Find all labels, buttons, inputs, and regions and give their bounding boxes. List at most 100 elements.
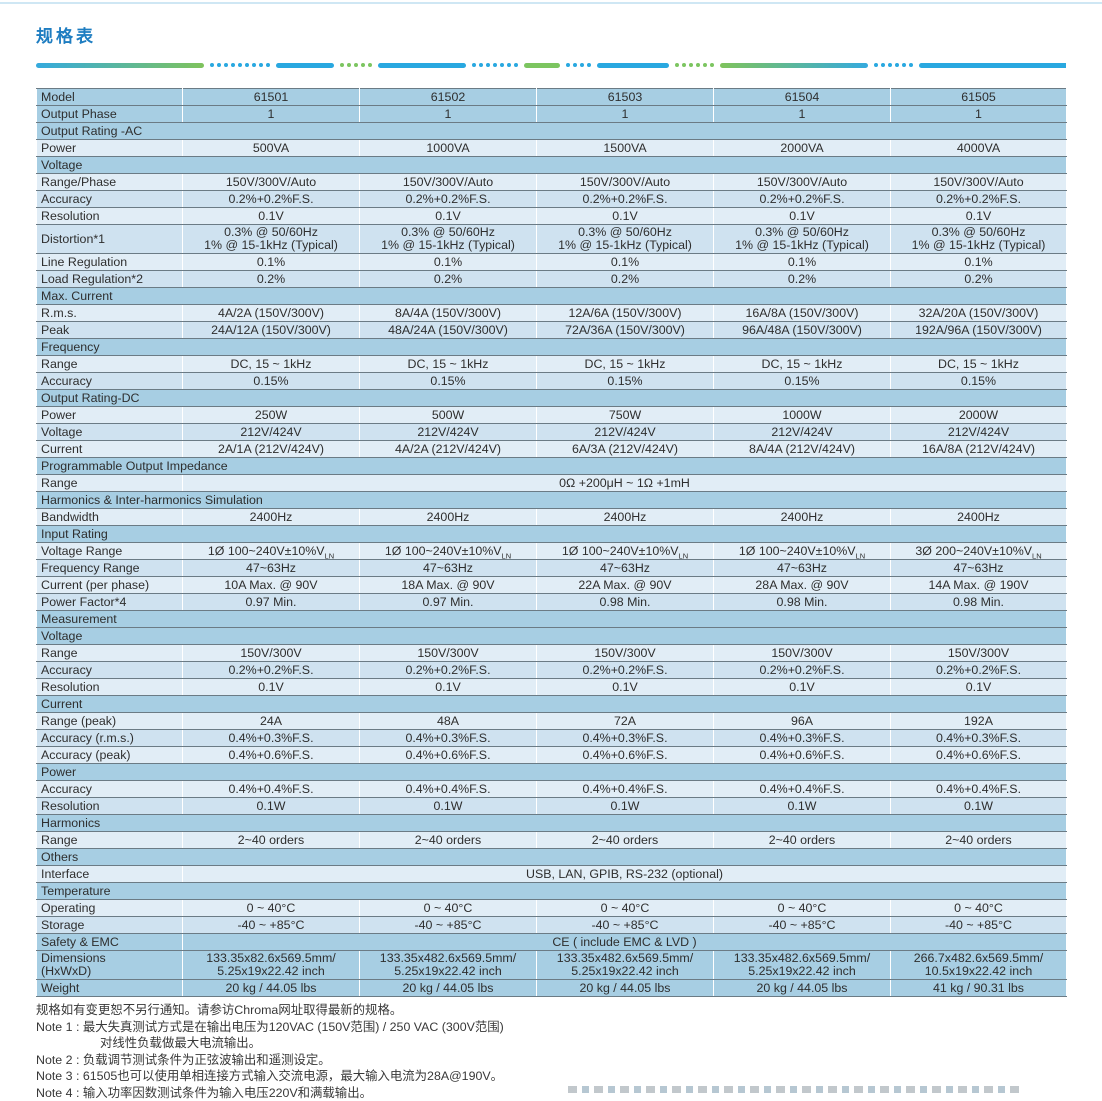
cell-value: 1 [183,106,360,123]
cell-value: 150V/300V [360,645,537,662]
cell-value: 0.4%+0.3%F.S. [360,730,537,747]
section-header: Max. Current [37,288,1067,305]
row-label: Storage [37,917,183,934]
cell-value: 61505 [891,89,1067,106]
divider-dot [682,63,686,67]
cell-value: USB, LAN, GPIB, RS-232 (optional) [183,866,1067,883]
section-header: Frequency [37,339,1067,356]
divider-dot [266,63,270,67]
page-title: 规格表 [36,22,1066,47]
cell-value: 72A [537,713,714,730]
row-label: Accuracy (peak) [37,747,183,764]
cell-value: 0.1V [183,679,360,696]
divider-dot [259,63,263,67]
cell-value: 0.98 Min. [537,594,714,611]
row-label: Accuracy [37,191,183,208]
cell-value: 2~40 orders [714,832,891,849]
cell-value: 150V/300V [537,645,714,662]
cell-value: DC, 15 ~ 1kHz [891,356,1067,373]
cell-value: 0.1V [537,679,714,696]
cell-value: 0.1V [183,208,360,225]
divider-dot [238,63,242,67]
cell-value: 24A [183,713,360,730]
cell-value: 20 kg / 44.05 lbs [360,980,537,997]
cell-value: 0.2%+0.2%F.S. [537,191,714,208]
row-label: Range [37,645,183,662]
cell-value: 0.4%+0.4%F.S. [714,781,891,798]
row-label: Distortion*1 [37,225,183,254]
cell-value: 0.1% [891,254,1067,271]
row-label: Safety & EMC [37,934,183,951]
cell-value: 150V/300V/Auto [714,174,891,191]
clipped-bottom-text [568,1086,1023,1093]
cell-value: 0.15% [714,373,891,390]
cell-value: DC, 15 ~ 1kHz [360,356,537,373]
cell-value: 0.1W [891,798,1067,815]
divider-dot [224,63,228,67]
cell-value: 0.1W [360,798,537,815]
divider-dot [696,63,700,67]
divider-dot [245,63,249,67]
divider-dot [580,63,584,67]
cell-value: 133.35x482.6x569.5mm/ 5.25x19x22.42 inch [537,951,714,980]
cell-value: 0 ~ 40°C [891,900,1067,917]
cell-value: 0.1% [714,254,891,271]
divider-dot [514,63,518,67]
cell-value: 133.35x82.6x569.5mm/ 5.25x19x22.42 inch [183,951,360,980]
divider-dot [881,63,885,67]
cell-value: 61501 [183,89,360,106]
row-label: Range [37,356,183,373]
divider-dot [472,63,476,67]
cell-value: 12A/6A (150V/300V) [537,305,714,322]
cell-value: 0.97 Min. [360,594,537,611]
cell-value: 133.35x482.6x569.5mm/ 5.25x19x22.42 inch [360,951,537,980]
section-header: Input Rating [37,526,1067,543]
divider-dot [217,63,221,67]
row-label: Dimensions (HxWxD) [37,951,183,980]
cell-value: 0.3% @ 50/60Hz 1% @ 15-1kHz (Typical) [183,225,360,254]
cell-value: 0.2%+0.2%F.S. [183,191,360,208]
cell-value: 41 kg / 90.31 lbs [891,980,1067,997]
cell-value: 0.2% [714,271,891,288]
cell-value: 3Ø 200~240V±10%VLN [891,543,1067,560]
cell-value: 47~63Hz [183,560,360,577]
cell-value: 212V/424V [891,424,1067,441]
footnote-line: 对线性负载做最大电流输出。 [36,1035,1066,1052]
row-label: Power [37,407,183,424]
cell-value: 10A Max. @ 90V [183,577,360,594]
row-label: Range [37,475,183,492]
cell-value: 0.4%+0.4%F.S. [183,781,360,798]
cell-value: 22A Max. @ 90V [537,577,714,594]
cell-value: 0.4%+0.4%F.S. [537,781,714,798]
divider-bar [524,63,560,68]
cell-value: 1000VA [360,140,537,157]
decorative-divider [36,62,1066,68]
cell-value: DC, 15 ~ 1kHz [537,356,714,373]
divider-dot [231,63,235,67]
cell-value: 0.15% [891,373,1067,390]
cell-value: 47~63Hz [537,560,714,577]
cell-value: 0.2%+0.2%F.S. [183,662,360,679]
cell-value: 0.1V [714,679,891,696]
section-header: Temperature [37,883,1067,900]
cell-value: 0.4%+0.3%F.S. [537,730,714,747]
cell-value: 500W [360,407,537,424]
cell-value: 0.97 Min. [183,594,360,611]
cell-value: 14A Max. @ 190V [891,577,1067,594]
cell-value: 61502 [360,89,537,106]
divider-dot [347,63,351,67]
cell-value: 192A/96A (150V/300V) [891,322,1067,339]
cell-value: 0 ~ 40°C [714,900,891,917]
cell-value: 18A Max. @ 90V [360,577,537,594]
row-label: Range/Phase [37,174,183,191]
cell-value: -40 ~ +85°C [360,917,537,934]
cell-value: 0.1W [537,798,714,815]
row-label: Line Regulation [37,254,183,271]
cell-value: 0.2% [183,271,360,288]
cell-value: 0Ω +200μH ~ 1Ω +1mH [183,475,1067,492]
section-header: Power [37,764,1067,781]
cell-value: 0.1W [183,798,360,815]
cell-value: 192A [891,713,1067,730]
cell-value: 1 [891,106,1067,123]
cell-value: 0.1% [537,254,714,271]
